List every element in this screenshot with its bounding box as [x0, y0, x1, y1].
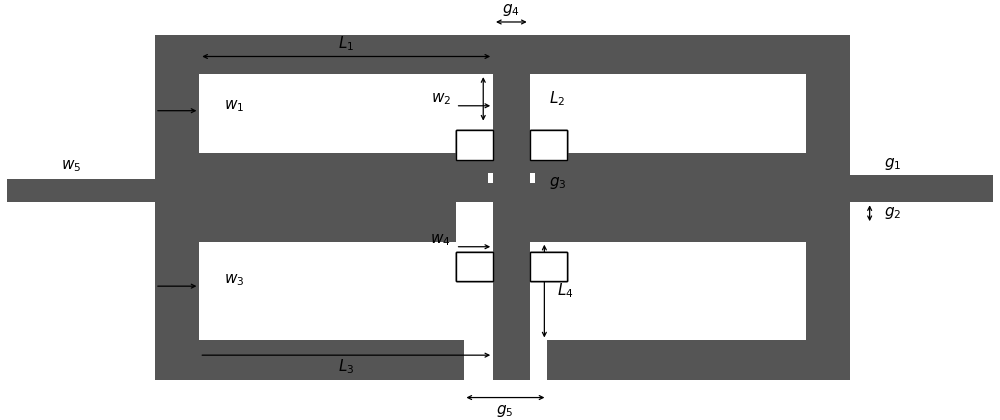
Bar [7, 153, 155, 178]
Bar [493, 158, 530, 197]
Bar [530, 202, 806, 242]
Bar [493, 35, 530, 380]
Text: $w_1$: $w_1$ [224, 98, 244, 114]
Bar [850, 153, 993, 178]
Text: $g_4$: $g_4$ [502, 2, 520, 18]
Text: $g_3$: $g_3$ [549, 175, 567, 191]
Bar [155, 35, 493, 74]
Text: $w_2$: $w_2$ [431, 91, 451, 107]
Bar [456, 252, 493, 281]
Bar [199, 123, 456, 153]
Bar [456, 131, 493, 160]
Bar [530, 153, 993, 202]
Bar [155, 35, 199, 153]
Bar [7, 153, 155, 179]
Bar [7, 153, 493, 202]
Bar [493, 153, 530, 202]
Bar [456, 131, 493, 160]
Bar [155, 202, 199, 380]
Bar [493, 35, 530, 380]
Bar [7, 153, 993, 202]
Bar [7, 153, 155, 178]
Bar [530, 131, 567, 160]
Bar [456, 131, 493, 160]
Bar [199, 202, 456, 242]
Bar [530, 74, 806, 123]
Bar [530, 252, 567, 281]
Bar [850, 153, 993, 175]
Bar [7, 153, 155, 202]
Bar [530, 252, 567, 281]
Bar [806, 35, 850, 153]
Bar [850, 153, 993, 175]
Bar [199, 74, 493, 123]
Text: $w_3$: $w_3$ [224, 273, 244, 288]
Bar [530, 252, 567, 281]
Bar [488, 173, 535, 183]
Text: $g_5$: $g_5$ [496, 403, 514, 419]
Bar [530, 131, 567, 160]
Bar [547, 340, 850, 380]
Bar [530, 123, 806, 153]
Bar [155, 340, 464, 380]
Bar [530, 153, 993, 202]
Bar [530, 242, 806, 340]
Text: $w_5$: $w_5$ [61, 158, 81, 174]
Text: $L_4$: $L_4$ [557, 282, 574, 300]
Bar [7, 153, 155, 179]
Bar [7, 153, 155, 178]
Text: $L_2$: $L_2$ [549, 89, 565, 108]
Bar [456, 252, 493, 281]
Text: $L_3$: $L_3$ [338, 358, 354, 376]
Bar [199, 123, 456, 153]
Bar [806, 202, 850, 380]
Bar [199, 242, 493, 340]
Bar [530, 123, 806, 153]
Bar [530, 35, 850, 74]
Bar [7, 153, 993, 202]
Bar [530, 131, 567, 160]
Text: $g_1$: $g_1$ [884, 156, 902, 172]
Text: $g_2$: $g_2$ [884, 205, 902, 221]
Text: $w_4$: $w_4$ [430, 232, 451, 248]
Bar [493, 153, 530, 202]
Bar [493, 35, 530, 380]
Text: $L_1$: $L_1$ [338, 34, 354, 53]
Bar [7, 153, 493, 202]
Bar [456, 252, 493, 281]
